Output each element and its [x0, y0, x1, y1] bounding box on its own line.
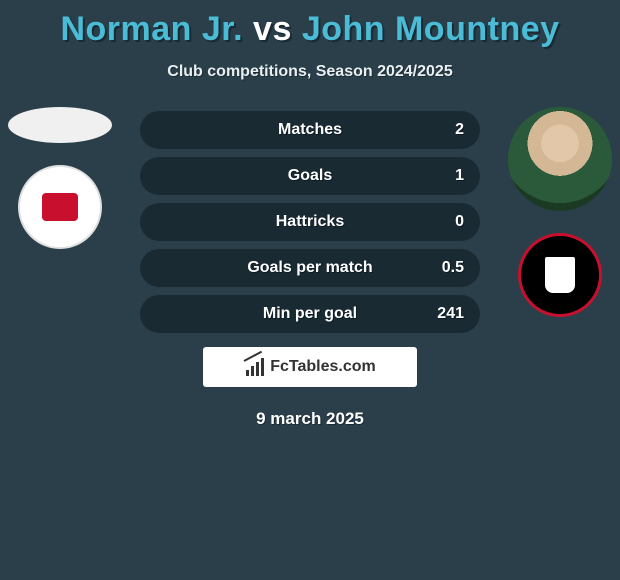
title-player-right: John Mountney — [302, 10, 560, 48]
subtitle: Club competitions, Season 2024/2025 — [0, 63, 620, 81]
page-title: Norman Jr. vs John Mountney — [0, 0, 620, 49]
comparison-content: Matches 2 Goals 1 Hattricks 0 Goals per … — [0, 111, 620, 429]
fctables-logo: FcTables.com — [203, 347, 417, 387]
stat-row: Goals per match 0.5 — [140, 249, 480, 287]
left-player-avatar — [8, 107, 112, 143]
left-player-column — [8, 107, 112, 249]
stat-value-right: 241 — [437, 305, 464, 323]
stat-value-right: 1 — [455, 167, 464, 185]
stat-row: Goals 1 — [140, 157, 480, 195]
shield-icon — [545, 257, 575, 293]
right-player-avatar — [508, 107, 612, 211]
logo-text: FcTables.com — [270, 358, 376, 376]
left-club-badge — [18, 165, 102, 249]
stat-row: Hattricks 0 — [140, 203, 480, 241]
stat-value-right: 2 — [455, 121, 464, 139]
right-club-badge — [518, 233, 602, 317]
stat-row: Min per goal 241 — [140, 295, 480, 333]
stat-row: Matches 2 — [140, 111, 480, 149]
title-player-left: Norman Jr. — [60, 10, 243, 48]
stat-label: Matches — [278, 121, 342, 139]
title-vs: vs — [253, 10, 292, 48]
stat-value-right: 0.5 — [442, 259, 464, 277]
stat-label: Goals per match — [247, 259, 372, 277]
right-player-column — [508, 107, 612, 317]
stat-label: Min per goal — [263, 305, 357, 323]
stat-label: Hattricks — [276, 213, 344, 231]
bar-chart-icon — [244, 358, 266, 376]
match-date: 9 march 2025 — [0, 409, 620, 429]
stat-label: Goals — [288, 167, 332, 185]
stat-value-right: 0 — [455, 213, 464, 231]
shield-icon — [42, 193, 78, 221]
stats-table: Matches 2 Goals 1 Hattricks 0 Goals per … — [140, 111, 480, 333]
